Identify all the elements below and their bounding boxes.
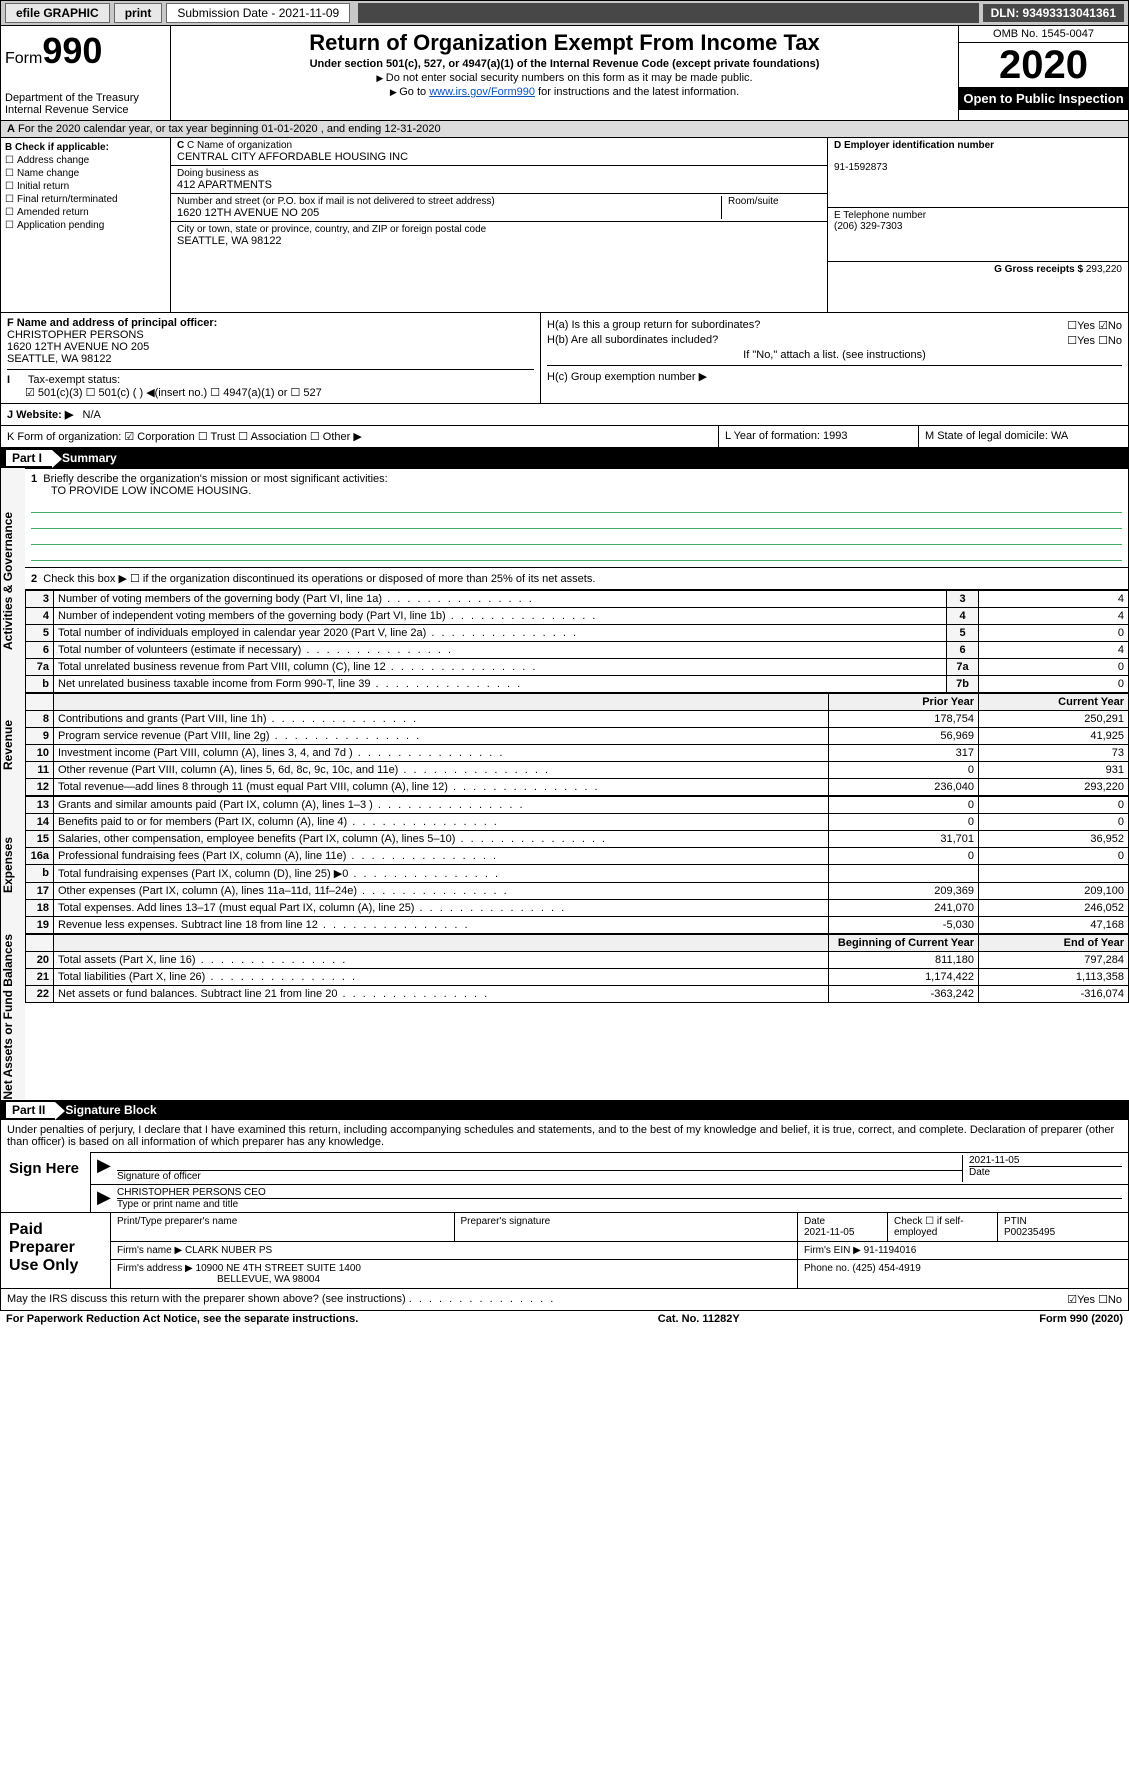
tax-year: 2020 [959, 43, 1128, 87]
row-a-period: A For the 2020 calendar year, or tax yea… [0, 121, 1129, 138]
chk-name[interactable]: Name change [5, 168, 166, 179]
table-row: bNet unrelated business taxable income f… [26, 676, 1129, 693]
chk-final[interactable]: Final return/terminated [5, 194, 166, 205]
sign-arrow-icon: ▶ [97, 1187, 117, 1210]
top-toolbar: efile GRAPHIC print Submission Date - 20… [0, 0, 1129, 26]
org-address: 1620 12TH AVENUE NO 205 [177, 207, 721, 219]
table-row: 10Investment income (Part VIII, column (… [26, 745, 1129, 762]
summary-section: Activities & Governance 1 Briefly descri… [0, 468, 1129, 693]
table-row: 9Program service revenue (Part VIII, lin… [26, 728, 1129, 745]
footer-line: For Paperwork Reduction Act Notice, see … [0, 1311, 1129, 1327]
table-row: 6Total number of volunteers (estimate if… [26, 642, 1129, 659]
firm-phone: (425) 454-4919 [852, 1263, 920, 1274]
box-k: K Form of organization: ☑ Corporation ☐ … [1, 426, 718, 447]
officer-name-sig: CHRISTOPHER PERSONS CEO [117, 1187, 1122, 1199]
table-row: 13Grants and similar amounts paid (Part … [26, 797, 1129, 814]
paid-preparer-label: Paid Preparer Use Only [1, 1213, 111, 1288]
submission-date: Submission Date - 2021-11-09 [166, 3, 350, 23]
tax-status: ☑ 501(c)(3) ☐ 501(c) ( ) ◀(insert no.) ☐… [25, 387, 322, 399]
netassets-table: Beginning of Current Year End of Year 20… [25, 934, 1129, 1003]
hb-answer: ☐Yes ☐No [1067, 334, 1122, 347]
org-city: SEATTLE, WA 98122 [177, 235, 821, 247]
table-row: 5Total number of individuals employed in… [26, 625, 1129, 642]
side-revenue: Revenue [1, 693, 25, 796]
note-ssn: Do not enter social security numbers on … [175, 72, 954, 84]
table-row: 20Total assets (Part X, line 16)811,1807… [26, 952, 1129, 969]
ha-answer: ☐Yes ☑No [1067, 319, 1122, 332]
officer-name: CHRISTOPHER PERSONS [7, 329, 144, 341]
part2-header: Part IISignature Block [0, 1100, 1129, 1120]
print-button[interactable]: print [114, 3, 163, 23]
open-inspection: Open to Public Inspection [959, 87, 1128, 110]
toolbar-spacer [358, 3, 978, 23]
irs-label: Internal Revenue Service [5, 104, 166, 116]
ein-value: 91-1592873 [834, 162, 1122, 173]
box-l: L Year of formation: 1993 [718, 426, 918, 447]
firm-ein: 91-1194016 [864, 1245, 917, 1256]
part1-header: Part ISummary [0, 448, 1129, 468]
org-dba: 412 APARTMENTS [177, 179, 821, 191]
dept-label: Department of the Treasury [5, 92, 166, 104]
sign-here-label: Sign Here [1, 1152, 91, 1212]
revenue-table: Prior Year Current Year 8Contributions a… [25, 693, 1129, 796]
discuss-row: May the IRS discuss this return with the… [0, 1289, 1129, 1311]
note-link: Go to www.irs.gov/Form990 for instructio… [175, 86, 954, 98]
table-row: 16aProfessional fundraising fees (Part I… [26, 848, 1129, 865]
table-row: 17Other expenses (Part IX, column (A), l… [26, 883, 1129, 900]
sign-arrow-icon: ▶ [97, 1155, 117, 1182]
box-b-label: B Check if applicable: [5, 142, 109, 153]
table-row: 19Revenue less expenses. Subtract line 1… [26, 917, 1129, 934]
table-row: 11Other revenue (Part VIII, column (A), … [26, 762, 1129, 779]
table-row: 3Number of voting members of the governi… [26, 591, 1129, 608]
table-row: 15Salaries, other compensation, employee… [26, 831, 1129, 848]
table-row: 21Total liabilities (Part X, line 26)1,1… [26, 969, 1129, 986]
irs-link[interactable]: www.irs.gov/Form990 [429, 86, 535, 98]
expenses-table: 13Grants and similar amounts paid (Part … [25, 796, 1129, 934]
org-name: CENTRAL CITY AFFORDABLE HOUSING INC [177, 151, 821, 163]
table-row: 8Contributions and grants (Part VIII, li… [26, 711, 1129, 728]
table-row: 18Total expenses. Add lines 13–17 (must … [26, 900, 1129, 917]
org-info-block: B Check if applicable: Address change Na… [0, 138, 1129, 313]
side-expenses: Expenses [1, 796, 25, 934]
chk-amended[interactable]: Amended return [5, 207, 166, 218]
sig-date: 2021-11-05 [969, 1155, 1122, 1167]
table-row: 14Benefits paid to or for members (Part … [26, 814, 1129, 831]
efile-label[interactable]: efile GRAPHIC [5, 3, 110, 23]
form-number: Form990 [5, 30, 166, 72]
chk-address[interactable]: Address change [5, 155, 166, 166]
firm-address: 10900 NE 4TH STREET SUITE 1400 [196, 1263, 361, 1274]
row-klm: K Form of organization: ☑ Corporation ☐ … [0, 426, 1129, 448]
box-m: M State of legal domicile: WA [918, 426, 1128, 447]
mission-text: TO PROVIDE LOW INCOME HOUSING. [51, 485, 251, 497]
table-row: 4Number of independent voting members of… [26, 608, 1129, 625]
table-row: 7aTotal unrelated business revenue from … [26, 659, 1129, 676]
firm-name: CLARK NUBER PS [185, 1245, 272, 1256]
row-j-website: J Website: ▶ N/A [0, 404, 1129, 426]
perjury-declaration: Under penalties of perjury, I declare th… [1, 1120, 1128, 1152]
phone-value: (206) 329-7303 [834, 221, 1122, 232]
summary-table-single: 3Number of voting members of the governi… [25, 590, 1129, 693]
paid-preparer-block: Paid Preparer Use Only Print/Type prepar… [0, 1213, 1129, 1289]
discuss-answer: ☑Yes ☐No [1067, 1293, 1122, 1306]
officer-group-block: F Name and address of principal officer:… [0, 313, 1129, 404]
chk-initial[interactable]: Initial return [5, 181, 166, 192]
ptin: P00235495 [1004, 1227, 1055, 1238]
table-row: bTotal fundraising expenses (Part IX, co… [26, 865, 1129, 883]
form-header: Form990 Department of the Treasury Inter… [0, 26, 1129, 121]
side-netassets: Net Assets or Fund Balances [1, 934, 25, 1100]
dln-label: DLN: 93493313041361 [983, 4, 1124, 22]
chk-pending[interactable]: Application pending [5, 220, 166, 231]
form-title: Return of Organization Exempt From Incom… [175, 30, 954, 56]
gross-receipts: 293,220 [1086, 264, 1122, 275]
omb-number: OMB No. 1545-0047 [959, 26, 1128, 43]
signature-block: Under penalties of perjury, I declare th… [0, 1120, 1129, 1213]
form-subtitle: Under section 501(c), 527, or 4947(a)(1)… [175, 58, 954, 70]
table-row: 22Net assets or fund balances. Subtract … [26, 986, 1129, 1003]
table-row: 12Total revenue—add lines 8 through 11 (… [26, 779, 1129, 796]
side-governance: Activities & Governance [1, 468, 25, 693]
